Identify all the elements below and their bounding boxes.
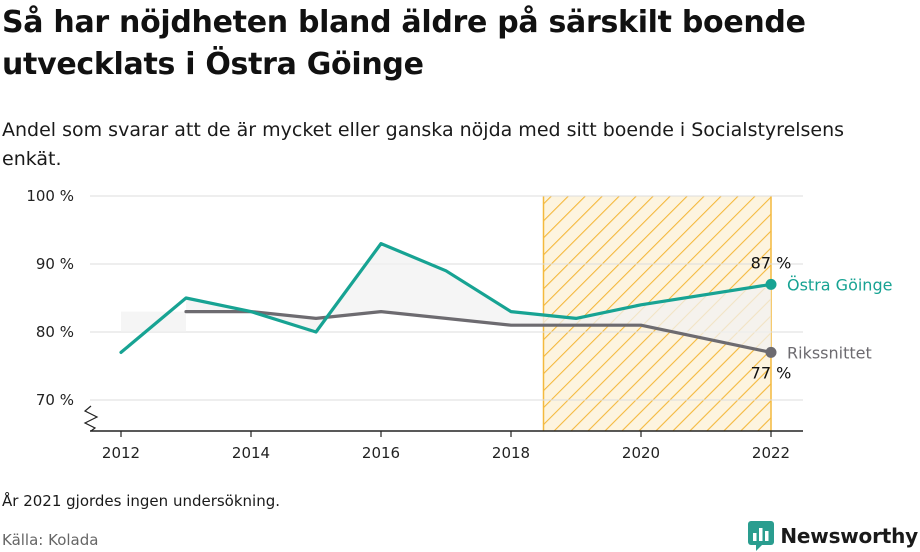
x-tick-label-2012: 2012 bbox=[102, 444, 140, 462]
brand-logo: Newsworthy bbox=[748, 520, 918, 552]
x-tick-label-2022: 2022 bbox=[752, 444, 790, 462]
series-line-ostra-goinge bbox=[119, 242, 773, 354]
x-tick-label-2018: 2018 bbox=[492, 444, 530, 462]
x-tick-label-2016: 2016 bbox=[362, 444, 400, 462]
y-tick-label-90: 90 % bbox=[36, 255, 74, 273]
end-value-label-ostra-goinge: 87 % bbox=[751, 253, 792, 272]
series-line-rikssnittet bbox=[184, 310, 773, 354]
y-tick-label-100: 100 % bbox=[26, 187, 74, 205]
chart-subtitle: Andel som svarar att de är mycket eller … bbox=[2, 119, 845, 170]
brand-name: Newsworthy bbox=[780, 524, 918, 548]
x-tick-label-2014: 2014 bbox=[232, 444, 270, 462]
y-tick-label-80: 80 % bbox=[36, 323, 74, 341]
end-value-label-rikssnittet: 77 % bbox=[751, 363, 792, 382]
series-gap-area-start bbox=[121, 311, 186, 332]
footnote: År 2021 gjordes ingen undersökning. bbox=[2, 492, 281, 510]
chart-title: Så har nöjdheten bland äldre på särskilt… bbox=[2, 5, 806, 82]
newsworthy-logo-icon bbox=[748, 521, 775, 551]
series-label-ostra-goinge: Östra Göinge bbox=[787, 275, 892, 294]
series-label-rikssnittet: Rikssnittet bbox=[787, 343, 872, 362]
x-tick-label-2020: 2020 bbox=[622, 444, 660, 462]
y-tick-label-70: 70 % bbox=[36, 391, 74, 409]
line-chart: 70 % 80 % 90 % 100 % 2012 2014 2016 2018 2020 20… bbox=[26, 187, 892, 462]
source-note: Källa: Kolada bbox=[2, 531, 99, 549]
end-point-rikssnittet bbox=[765, 346, 777, 358]
axis-break-icon bbox=[83, 405, 99, 432]
end-point-ostra-goinge bbox=[765, 278, 777, 290]
